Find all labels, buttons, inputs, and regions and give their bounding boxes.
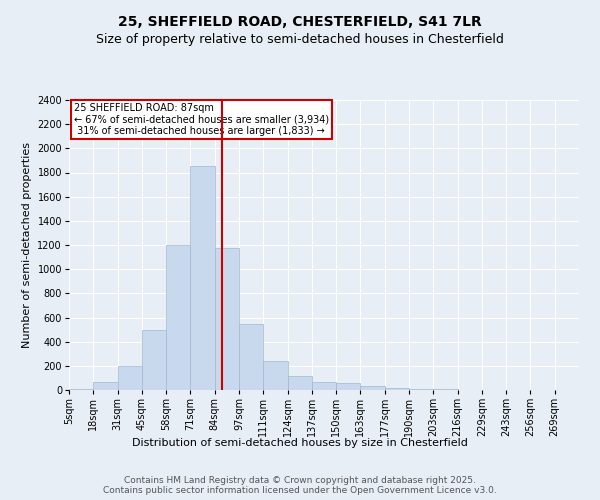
Text: 25 SHEFFIELD ROAD: 87sqm
← 67% of semi-detached houses are smaller (3,934)
 31% : 25 SHEFFIELD ROAD: 87sqm ← 67% of semi-d… (74, 103, 329, 136)
Text: Contains HM Land Registry data © Crown copyright and database right 2025.
Contai: Contains HM Land Registry data © Crown c… (103, 476, 497, 495)
Bar (336, 384, 361, 390)
Bar (118, 366, 142, 390)
Bar (93, 382, 118, 390)
Bar (361, 386, 385, 390)
Bar (385, 388, 409, 390)
Bar (215, 248, 239, 390)
Text: 25, SHEFFIELD ROAD, CHESTERFIELD, S41 7LR: 25, SHEFFIELD ROAD, CHESTERFIELD, S41 7L… (118, 15, 482, 29)
Text: Size of property relative to semi-detached houses in Chesterfield: Size of property relative to semi-detach… (96, 32, 504, 46)
Bar (190, 166, 215, 390)
Bar (409, 389, 433, 390)
Bar (312, 382, 336, 390)
Bar (287, 376, 312, 390)
Bar (263, 361, 287, 390)
Y-axis label: Number of semi-detached properties: Number of semi-detached properties (22, 142, 32, 348)
Bar (142, 330, 166, 390)
Text: Distribution of semi-detached houses by size in Chesterfield: Distribution of semi-detached houses by … (132, 438, 468, 448)
Bar (239, 324, 263, 390)
Bar (166, 245, 190, 390)
